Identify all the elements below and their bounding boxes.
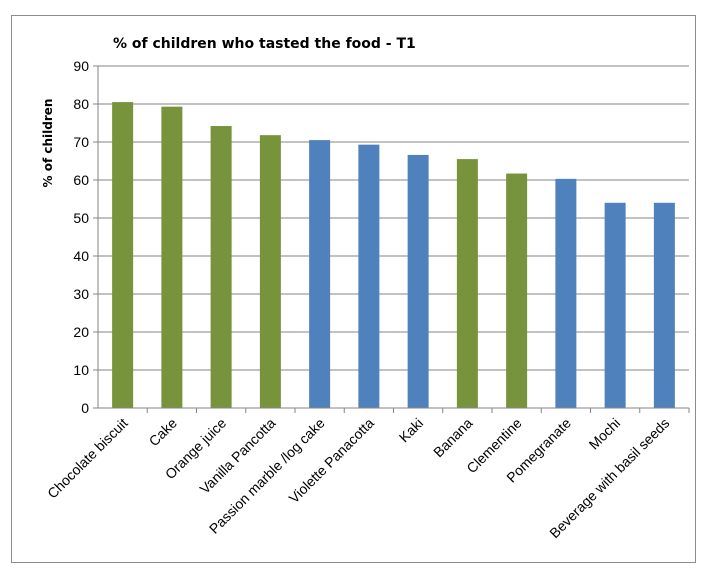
- bar: [506, 173, 528, 408]
- y-tick-label: 80: [73, 96, 89, 112]
- bar: [555, 178, 577, 408]
- y-axis-label: % of children: [41, 99, 55, 188]
- y-axis-ticks: 0 10 20 30 40 50 60 70 80 90: [73, 58, 89, 416]
- y-tick-label: 50: [73, 210, 89, 226]
- gridlines: [98, 65, 689, 371]
- bar: [259, 135, 281, 408]
- y-tick-label: 60: [73, 172, 89, 188]
- y-tick-label: 20: [73, 324, 89, 340]
- bars: [112, 102, 675, 408]
- x-category-label: Cake: [146, 415, 181, 450]
- bar: [161, 106, 183, 408]
- bar: [604, 202, 626, 408]
- chart-title: % of children who tasted the food - T1: [113, 36, 416, 52]
- y-tick-label: 40: [73, 248, 89, 264]
- y-tick-label: 90: [73, 58, 89, 74]
- x-category-label: Violette Panacotta: [286, 415, 378, 507]
- bar: [407, 154, 429, 408]
- y-tick-label: 0: [81, 400, 89, 416]
- x-category-label: Banana: [430, 415, 476, 461]
- y-tick-label: 70: [73, 134, 89, 150]
- bar: [112, 102, 134, 408]
- bar: [309, 140, 331, 408]
- bar: [456, 159, 478, 408]
- axes: [93, 65, 690, 413]
- bar: [358, 144, 380, 408]
- x-category-label: Chocolate biscuit: [44, 415, 131, 502]
- y-tick-label: 10: [73, 362, 89, 378]
- y-tick-label: 30: [73, 286, 89, 302]
- x-category-label: Kaki: [396, 415, 427, 446]
- bar: [210, 126, 232, 408]
- bar: [653, 202, 675, 408]
- x-category-label: Mochi: [586, 415, 624, 453]
